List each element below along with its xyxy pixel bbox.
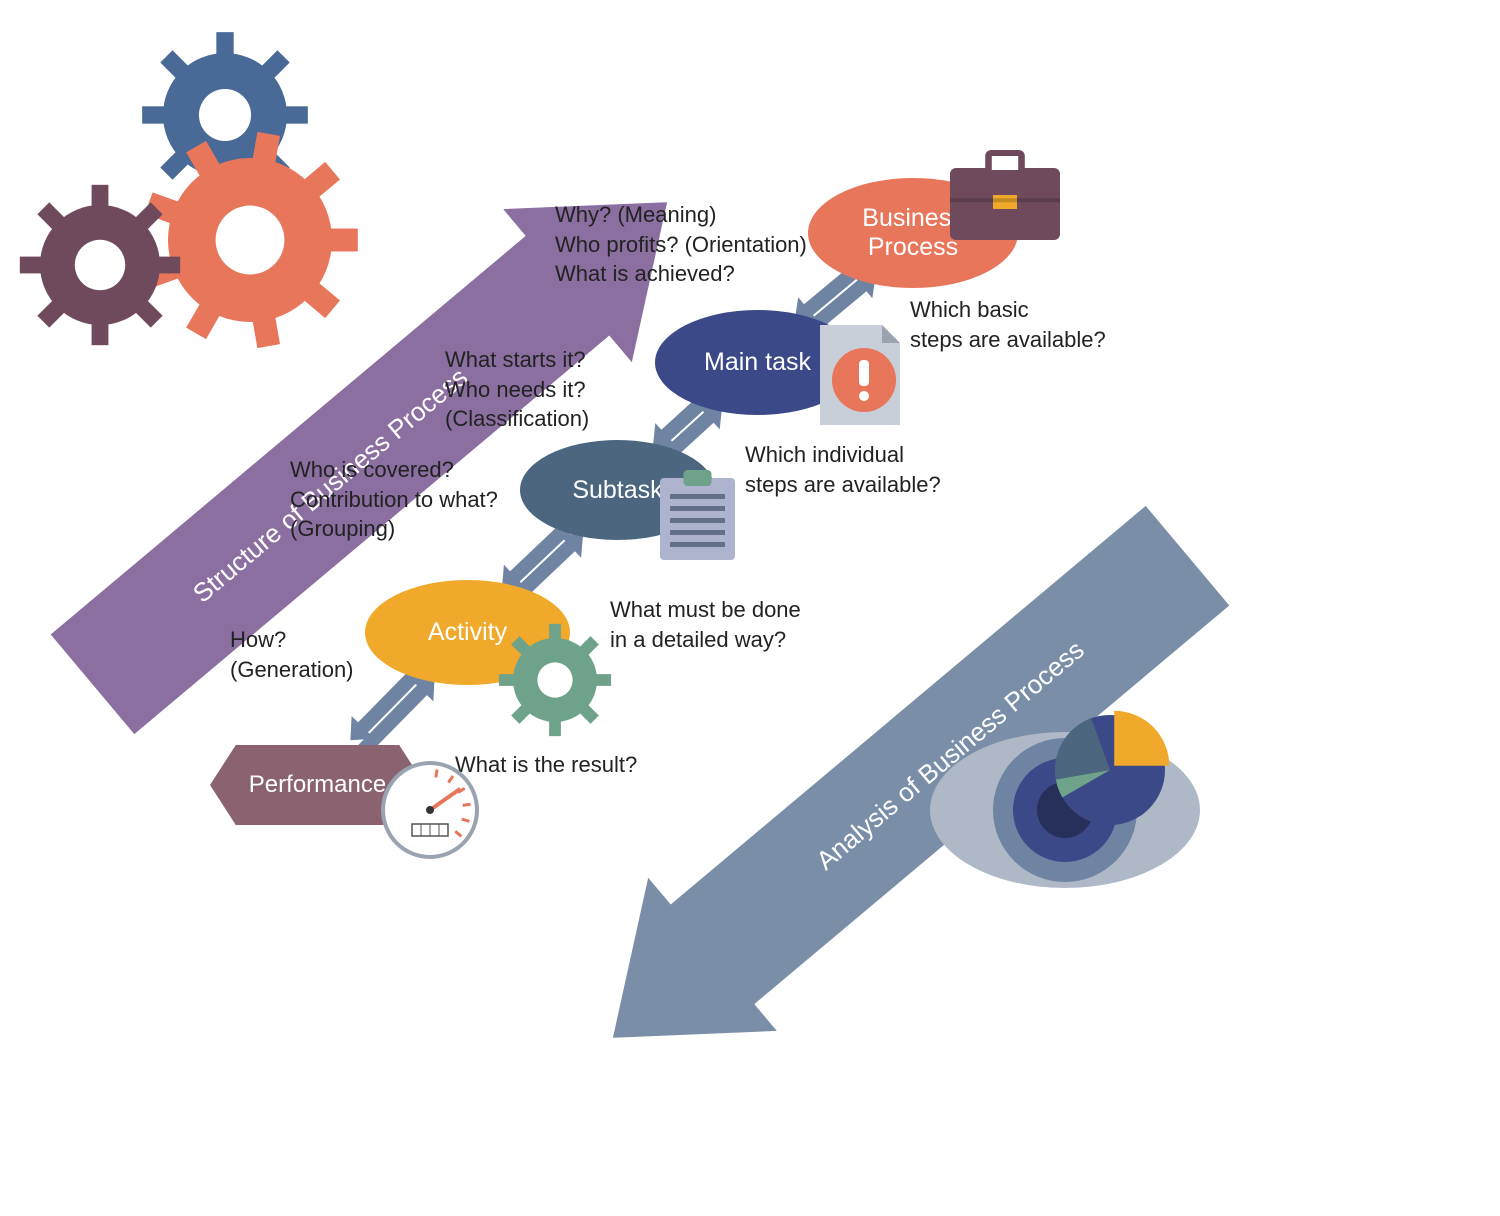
question-q3: What starts it? Who needs it? (Classific… <box>445 345 589 434</box>
question-q7: How? (Generation) <box>230 625 354 684</box>
question-q6: What must be done in a detailed way? <box>610 595 801 654</box>
question-q8: What is the result? <box>455 750 637 780</box>
diagram-canvas: Structure of Business Process Analysis o… <box>0 0 1500 1216</box>
node-main-task: Main task <box>655 310 860 415</box>
node-label-main-task: Main task <box>704 348 811 377</box>
question-q1: Why? (Meaning) Who profits? (Orientation… <box>555 200 807 289</box>
question-q4: Which individual steps are available? <box>745 440 941 499</box>
node-activity: Activity <box>365 580 570 685</box>
node-label-activity: Activity <box>428 618 507 647</box>
node-performance: Performance <box>210 745 425 825</box>
question-q2: Which basic steps are available? <box>910 295 1106 354</box>
node-subtask: Subtask <box>520 440 715 540</box>
gear-maroon-icon <box>20 185 180 345</box>
question-q5: Who is covered? Contribution to what? (G… <box>290 455 498 544</box>
gear-blue-icon <box>142 32 308 198</box>
node-business-process: Business Process <box>808 178 1018 288</box>
analysis-arrow-label: Analysis of Business Process <box>810 634 1090 876</box>
node-label-performance: Performance <box>249 771 386 799</box>
node-label-business-process: Business Process <box>862 204 963 262</box>
gear-orange-icon <box>145 132 358 348</box>
analysis-arrow: Analysis of Business Process <box>671 506 1230 1004</box>
node-label-subtask: Subtask <box>572 476 662 505</box>
